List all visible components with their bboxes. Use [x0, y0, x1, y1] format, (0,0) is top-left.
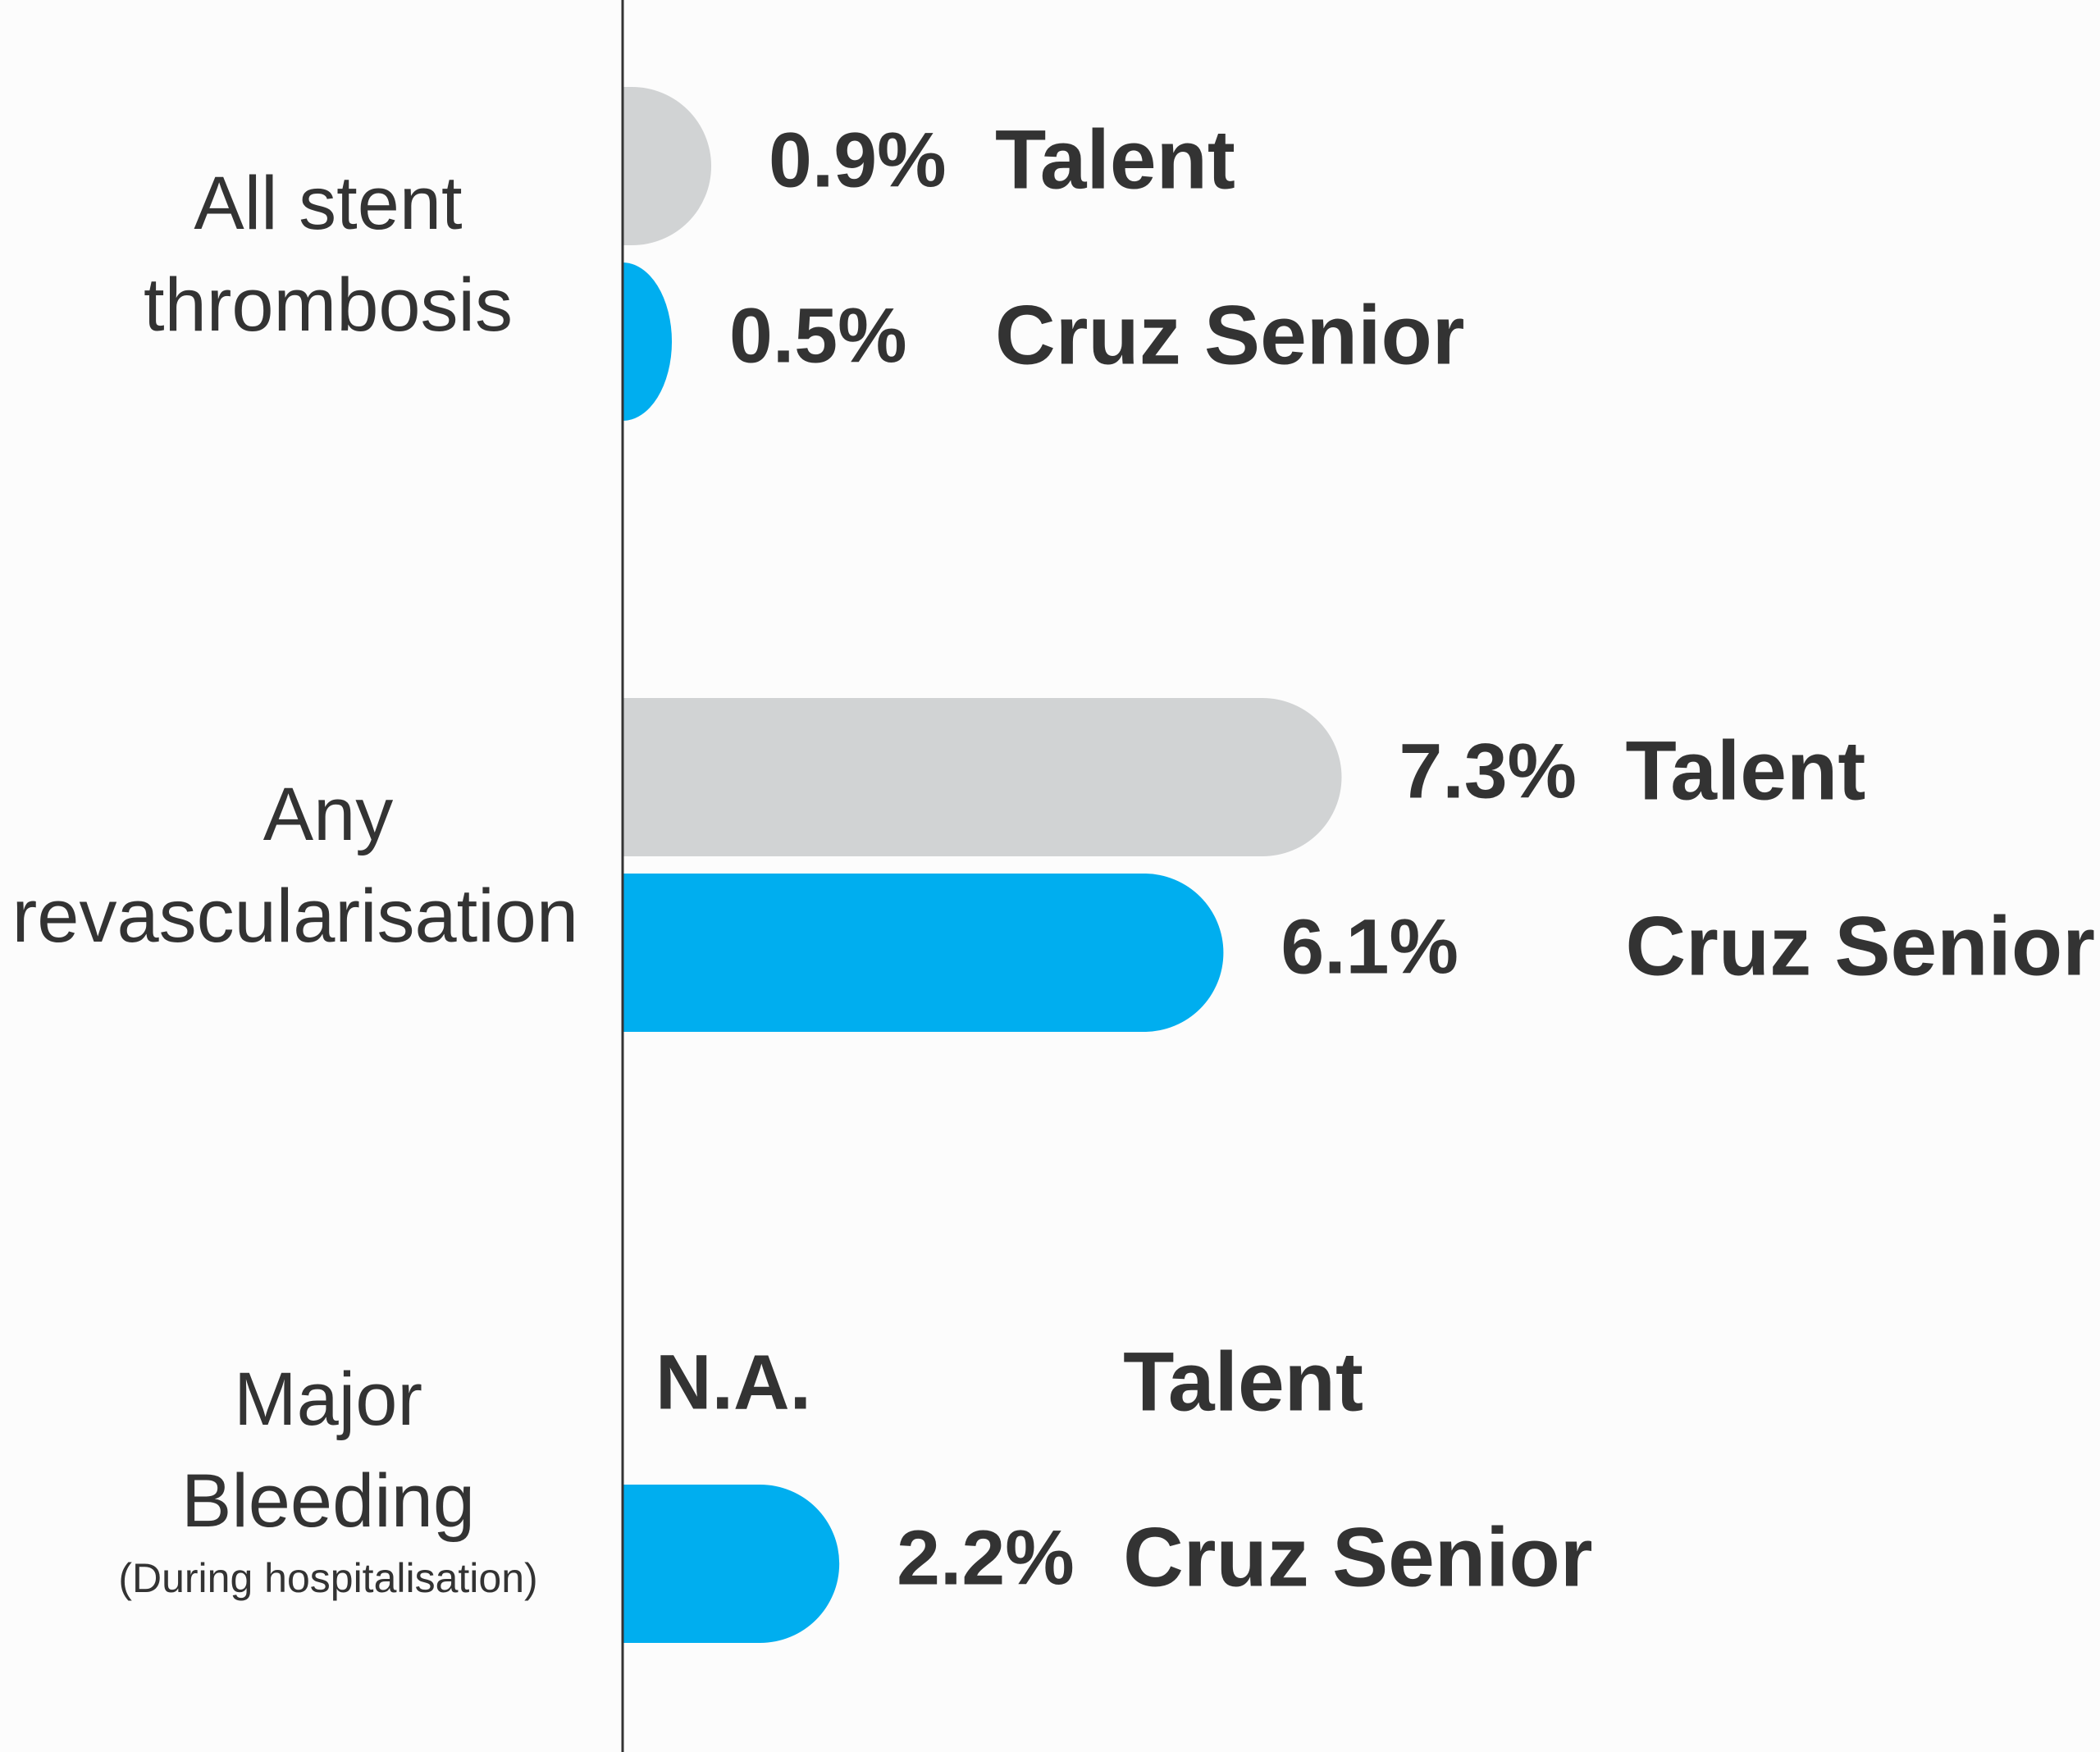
value-label: 2.2% — [897, 1515, 1075, 1602]
value-label: 7.3% — [1399, 728, 1577, 815]
series-label: Cruz Senior — [1625, 899, 2094, 992]
bar — [623, 262, 673, 421]
series-label: Talent — [1625, 723, 1865, 817]
category-label-group: Major Bleeding (During hospitalisation) — [78, 1317, 578, 1635]
series-label: Talent — [995, 112, 1235, 206]
category-label: Any revascularisation — [11, 772, 578, 958]
category-note: (During hospitalisation) — [118, 1554, 538, 1601]
category-label-group: All stent thrombosis — [78, 95, 578, 413]
series-label: Cruz Senior — [995, 288, 1464, 381]
value-label: 0.5% — [729, 293, 907, 380]
series-label: Talent — [1123, 1335, 1363, 1428]
value-label: N.A. — [655, 1339, 811, 1426]
category-label-group: Any revascularisation — [11, 706, 578, 1024]
category-label: All stent thrombosis — [144, 161, 513, 347]
category-label: Major Bleeding — [180, 1357, 476, 1543]
bar — [623, 1485, 840, 1643]
value-label: 0.9% — [769, 117, 947, 204]
bar — [623, 874, 1224, 1032]
bar — [623, 697, 1342, 856]
series-label: Cruz Senior — [1123, 1510, 1592, 1604]
value-label: 6.1% — [1281, 904, 1459, 991]
bar — [623, 87, 712, 245]
